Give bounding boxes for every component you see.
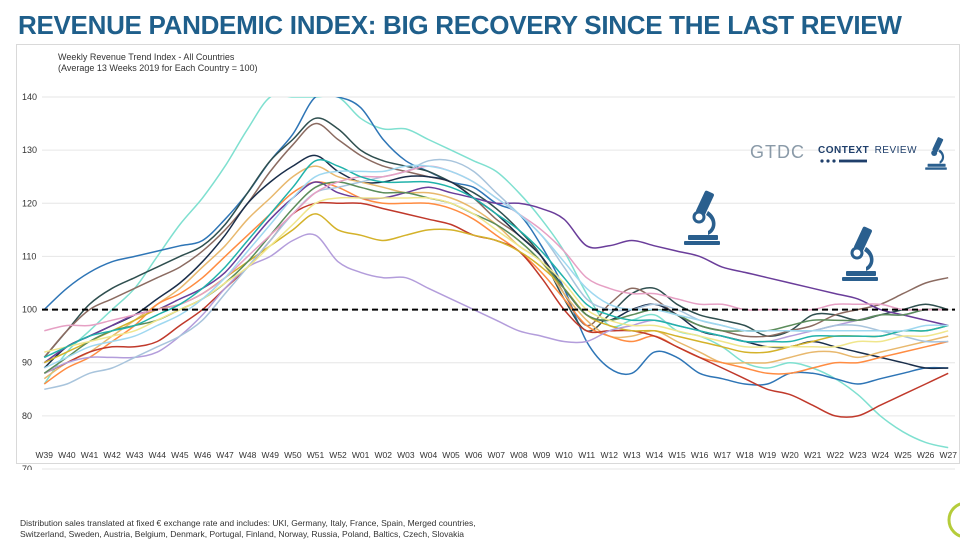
x-tick-label: W49 (262, 450, 280, 460)
footnote-line-1: Distribution sales translated at fixed €… (20, 518, 476, 528)
x-tick-label: W52 (329, 450, 347, 460)
gtdc-context-logo: GTDC CONTEXT REVIEW (750, 136, 950, 176)
x-tick-label: W51 (307, 450, 325, 460)
x-tick-label: W39 (36, 450, 54, 460)
x-tick-label: W05 (442, 450, 460, 460)
x-tick-label: W23 (849, 450, 867, 460)
x-tick-label: W18 (736, 450, 754, 460)
y-tick-label: 90 (22, 358, 32, 368)
x-tick-label: W01 (352, 450, 370, 460)
x-tick-label: W07 (487, 450, 505, 460)
x-tick-label: W48 (239, 450, 257, 460)
y-tick-label: 120 (22, 198, 37, 208)
x-tick-label: W44 (149, 450, 167, 460)
x-tick-label: W47 (216, 450, 234, 460)
microscope-icon (684, 190, 720, 245)
footnote: Distribution sales translated at fixed €… (20, 518, 476, 540)
x-tick-label: W46 (194, 450, 212, 460)
y-tick-label: 130 (22, 145, 37, 155)
chart-subtitle: Weekly Revenue Trend Index - All Countri… (58, 52, 258, 74)
gtdc-logo-text: GTDC (750, 142, 805, 162)
x-tick-label: W02 (375, 450, 393, 460)
series-line (43, 117, 949, 358)
context-review-logo-text: CONTEXT REVIEW (818, 145, 917, 156)
x-tick-label: W06 (465, 450, 483, 460)
chart-note: (Average 13 Weeks 2019 for Each Country … (58, 63, 258, 73)
series-line (43, 181, 949, 364)
x-tick-label: W20 (781, 450, 799, 460)
context-word: CONTEXT (818, 145, 870, 156)
corner-logo-icon (947, 502, 960, 538)
x-tick-label: W24 (872, 450, 890, 460)
x-tick-label: W21 (804, 450, 822, 460)
x-tick-label: W15 (668, 450, 686, 460)
y-tick-label: 110 (22, 251, 36, 261)
microscope-icon-small (925, 137, 947, 170)
x-tick-label: W17 (713, 450, 731, 460)
series-line (43, 164, 949, 369)
x-tick-label: W16 (691, 450, 709, 460)
logo-dots-icon (820, 159, 867, 163)
x-tick-label: W41 (81, 450, 99, 460)
y-tick-label: 80 (22, 411, 32, 421)
x-tick-label: W42 (103, 450, 121, 460)
series-line (44, 196, 949, 353)
page-title: REVENUE PANDEMIC INDEX: BIG RECOVERY SIN… (18, 10, 902, 40)
x-tick-label: W04 (420, 450, 438, 460)
footnote-line-2: Switzerland, Sweden, Austria, Belgium, D… (20, 529, 464, 539)
x-tick-label: W40 (58, 450, 76, 460)
series-line (43, 233, 949, 374)
microscope-icon (842, 226, 878, 281)
series-line (43, 122, 949, 358)
x-tick-label: W22 (826, 450, 844, 460)
chart-title: Weekly Revenue Trend Index - All Countri… (58, 52, 235, 62)
y-tick-label: 70 (22, 464, 32, 470)
x-tick-label: W08 (510, 450, 528, 460)
x-tick-label: W26 (917, 450, 935, 460)
x-tick-label: W14 (646, 450, 664, 460)
revenue-index-chart: 70 80 90 100 110 120 130 140 W39 W40 W41 W42 W43 W44 W… (22, 92, 957, 470)
series-line (43, 181, 949, 385)
x-tick-label: W45 (171, 450, 189, 460)
x-tick-label: W43 (126, 450, 144, 460)
y-tick-label: 100 (22, 305, 37, 315)
x-tick-label: W11 (578, 450, 595, 460)
x-tick-label: W27 (939, 450, 957, 460)
x-tick-label: W12 (600, 450, 618, 460)
x-tick-label: W25 (894, 450, 912, 460)
series-line (44, 165, 949, 332)
x-tick-label: W50 (284, 450, 302, 460)
y-tick-label: 140 (22, 92, 37, 102)
x-tick-label: W19 (759, 450, 777, 460)
review-word: REVIEW (874, 145, 918, 156)
x-tick-label: W09 (533, 450, 551, 460)
x-tick-label: W03 (397, 450, 415, 460)
series-line (43, 97, 949, 449)
x-tick-label: W10 (555, 450, 573, 460)
series-line (43, 158, 949, 359)
series-line (44, 158, 949, 391)
x-tick-label: W13 (623, 450, 641, 460)
series-line (43, 181, 949, 374)
